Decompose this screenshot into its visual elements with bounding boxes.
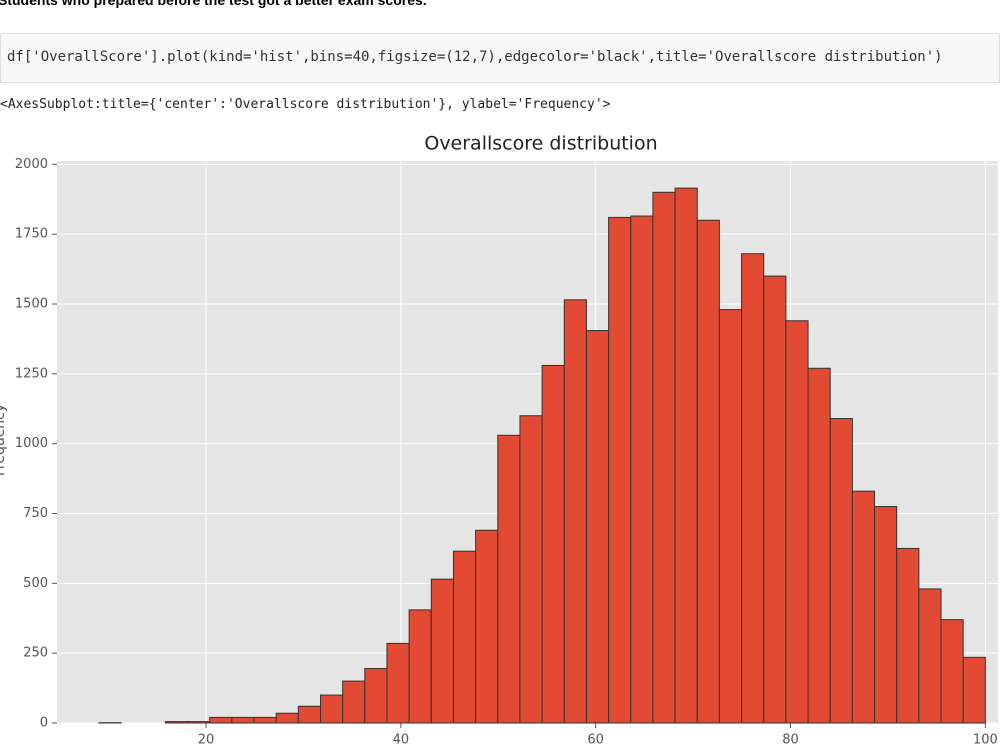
- histogram-bar: [164, 721, 189, 724]
- markdown-heading: Students who prepared before the test go…: [0, 0, 427, 8]
- histogram-bar: [918, 588, 942, 724]
- histogram-bar: [807, 367, 831, 724]
- y-tick-label: 1750: [15, 227, 48, 242]
- histogram-bar: [874, 506, 898, 724]
- histogram-bar: [763, 275, 787, 724]
- cell-output: <AxesSubplot:title={'center':'Overallsco…: [0, 97, 611, 112]
- y-tick-label: 2000: [15, 157, 48, 172]
- histogram-bar: [408, 609, 432, 724]
- y-tick-label: 0: [40, 716, 48, 731]
- histogram-bar: [497, 434, 521, 724]
- histogram-bar: [630, 215, 654, 724]
- y-tick-label: 1000: [15, 436, 48, 451]
- histogram-bar: [342, 680, 366, 724]
- histogram-bar: [896, 547, 920, 724]
- code: df['OverallScore'].plot(kind='hist',bins…: [7, 49, 943, 65]
- x-tick-label: 60: [587, 733, 604, 748]
- y-tick-label: 1250: [15, 366, 48, 381]
- histogram-bar: [741, 253, 765, 724]
- y-tick-label: 250: [23, 646, 48, 661]
- histogram-bar: [541, 364, 565, 724]
- histogram-bar: [829, 418, 853, 724]
- histogram-bar: [275, 712, 299, 724]
- histogram-bar: [297, 705, 321, 724]
- y-tick-label: 750: [23, 506, 48, 521]
- histogram-bar: [452, 550, 477, 724]
- histogram-bar: [386, 642, 410, 724]
- y-tick-label: 1500: [15, 297, 48, 312]
- histogram-bar: [718, 309, 743, 724]
- histogram-bar: [319, 694, 344, 724]
- histogram-bar: [674, 187, 698, 724]
- histogram-bar: [608, 216, 632, 724]
- histogram-bar: [652, 191, 676, 724]
- histogram-bar: [209, 716, 233, 724]
- histogram-bar: [475, 529, 499, 724]
- histogram-bar: [364, 668, 388, 724]
- y-axis-label: Frequency: [0, 404, 8, 476]
- histogram-bar: [696, 219, 720, 724]
- histogram-bar: [851, 490, 876, 724]
- x-tick-label: 40: [393, 733, 410, 748]
- x-tick-label: 20: [198, 733, 215, 748]
- histogram-bar: [940, 619, 964, 724]
- histogram-bar: [253, 716, 277, 724]
- chart-title: Overallscore distribution: [424, 133, 657, 155]
- histogram-bar: [430, 578, 454, 724]
- code-cell[interactable]: df['OverallScore'].plot(kind='hist',bins…: [0, 33, 1000, 83]
- histogram-bar: [785, 320, 809, 724]
- histogram-bar: [585, 330, 610, 724]
- histogram-bar: [519, 415, 543, 724]
- histogram-bar: [962, 656, 986, 724]
- histogram-bar: [187, 721, 211, 724]
- histogram-bar: [231, 716, 255, 724]
- x-tick-label: 100: [973, 733, 998, 748]
- x-tick-label: 80: [782, 733, 799, 748]
- histogram-bar: [563, 299, 587, 724]
- y-tick-label: 500: [23, 576, 48, 591]
